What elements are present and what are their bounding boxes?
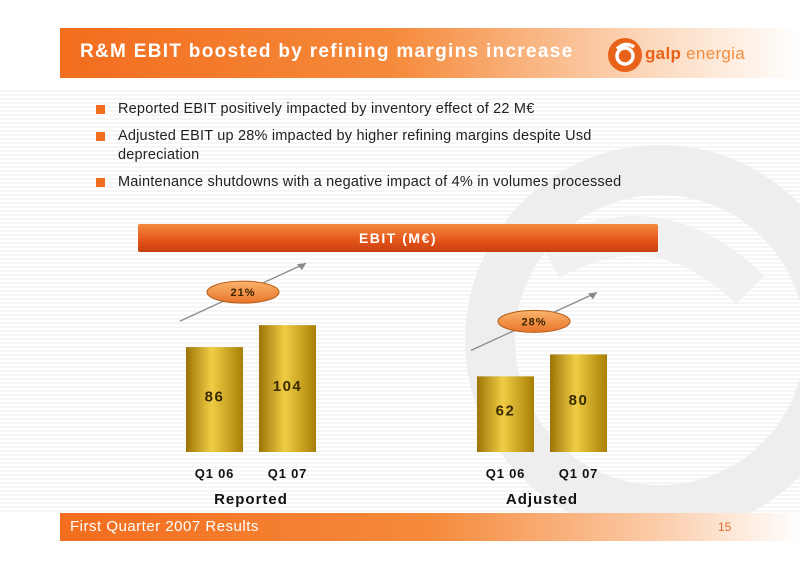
bullet-item: Adjusted EBIT up 28% impacted by higher …	[96, 127, 656, 165]
chart-title: EBIT (M€)	[358, 230, 438, 246]
category-tick-label: Q1 06	[195, 466, 234, 481]
bullet-item: Reported EBIT positively impacted by inv…	[96, 100, 786, 119]
page-number: 15	[718, 520, 732, 534]
bar-value-label: 80	[569, 392, 589, 409]
bar	[259, 325, 316, 452]
growth-label: 21%	[230, 287, 255, 299]
category-tick-label: Q1 07	[559, 466, 598, 481]
bar	[477, 376, 534, 452]
growth-arrow-head	[588, 292, 597, 300]
growth-label: 28%	[521, 316, 546, 328]
galp-logo: galp energia	[605, 36, 790, 74]
footer-bar: First Quarter 2007 Results	[60, 513, 800, 541]
group-label: Adjusted	[506, 491, 578, 508]
bar-value-label: 104	[273, 378, 303, 395]
growth-bubble	[206, 280, 280, 304]
galp-logo-icon	[608, 38, 642, 72]
bar	[550, 354, 607, 452]
category-tick-label: Q1 06	[486, 466, 525, 481]
logo-text: galp energia	[645, 44, 745, 63]
growth-arrow-head	[297, 263, 306, 271]
bar-value-label: 62	[496, 403, 516, 420]
bar-value-label: 86	[205, 389, 225, 406]
bar	[186, 347, 243, 452]
chart-title-band: EBIT (M€)	[138, 224, 658, 252]
title-bar: R&M EBIT boosted by refining margins inc…	[60, 28, 800, 78]
page-title: R&M EBIT boosted by refining margins inc…	[80, 41, 574, 62]
category-tick-label: Q1 07	[268, 466, 307, 481]
group-label: Reported	[214, 491, 288, 508]
footer-text: First Quarter 2007 Results	[70, 518, 259, 535]
bullet-item: Maintenance shutdowns with a negative im…	[96, 173, 786, 192]
bullet-list: Reported EBIT positively impacted by inv…	[96, 100, 786, 200]
growth-bubble	[497, 309, 571, 333]
